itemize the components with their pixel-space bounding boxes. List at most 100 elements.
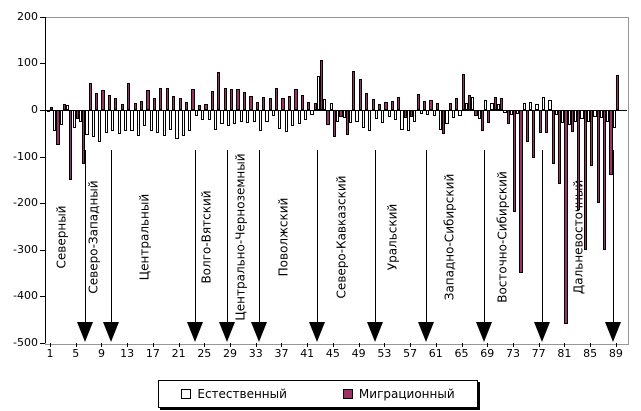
x-tick-label: 89: [608, 347, 623, 360]
region-boundary-line: [85, 150, 87, 322]
x-tick-label: 9: [97, 347, 105, 360]
bar-migration-29: [230, 89, 234, 110]
region-boundary-arrow-icon: [476, 322, 493, 342]
y-tick-label: -100: [13, 149, 38, 163]
x-tick-mark: [204, 343, 206, 347]
region-boundary-line: [484, 150, 486, 322]
x-tick-label: 21: [171, 347, 186, 360]
bar-migration-65: [461, 74, 465, 110]
bar-migration-25: [204, 103, 208, 110]
bar-natural-69: [484, 99, 488, 110]
bar-migration-26: [210, 90, 214, 110]
region-boundary-arrow-icon: [308, 322, 325, 342]
bar-migration-13: [127, 82, 131, 110]
x-tick-label: 45: [325, 347, 340, 360]
x-tick-label: 41: [300, 347, 315, 360]
bar-migration-9: [101, 90, 105, 110]
legend-marker-migration-icon: [342, 389, 353, 399]
legend-marker-natural-icon: [181, 389, 192, 399]
y-axis-line: [45, 17, 46, 343]
bar-migration-24: [197, 105, 202, 110]
x-tick-label: 61: [428, 347, 443, 360]
legend-label-natural: Естественный: [197, 387, 287, 401]
x-tick-label: 65: [454, 347, 469, 360]
region-boundary-line: [426, 150, 428, 322]
bar-natural-78: [541, 96, 546, 110]
bar-natural-71: [496, 104, 501, 110]
bar-migration-61: [435, 103, 439, 110]
bar-migration-28: [223, 88, 227, 110]
x-tick-mark: [512, 343, 514, 347]
bar-migration-41: [307, 101, 311, 110]
bar-natural-66: [464, 103, 468, 110]
bar-migration-15: [140, 100, 144, 110]
region-boundary-line: [194, 150, 196, 322]
bar-natural-79: [548, 99, 552, 110]
x-tick-label: 57: [403, 347, 418, 360]
x-tick-label: 69: [480, 347, 495, 360]
legend-item-migration: Миграционный: [342, 387, 455, 401]
bar-migration-23: [191, 89, 195, 110]
x-tick-label: 37: [274, 347, 289, 360]
bar-migration-52: [377, 103, 382, 110]
legend-label-migration: Миграционный: [358, 387, 455, 401]
legend-item-natural: Естественный: [181, 387, 287, 401]
bar-migration-3: [62, 104, 67, 110]
bar-natural-44: [323, 99, 327, 110]
x-tick-mark: [307, 343, 309, 347]
x-tick-mark: [358, 343, 360, 347]
region-boundary-line: [111, 150, 113, 322]
y-tick-label: -500: [13, 335, 38, 349]
bar-migration-33: [255, 101, 259, 110]
x-tick-label: 77: [531, 347, 546, 360]
x-tick-mark: [281, 343, 283, 347]
bar-migration-11: [114, 98, 118, 110]
x-tick-mark: [615, 343, 617, 347]
x-tick-label: 5: [72, 347, 80, 360]
x-tick-label: 29: [223, 347, 238, 360]
bar-migration-70: [493, 97, 497, 110]
bar-migration-8: [95, 92, 99, 110]
bar-migration-37: [281, 98, 285, 110]
bar-migration-12: [120, 104, 124, 110]
x-tick-mark: [487, 343, 489, 347]
bar-migration-19: [165, 87, 169, 110]
bar-natural-43: [316, 76, 321, 110]
x-tick-mark: [101, 343, 103, 347]
x-tick-mark: [75, 343, 77, 347]
bar-migration-31: [242, 91, 247, 110]
x-tick-label: 1: [46, 347, 54, 360]
bar-natural-4: [66, 105, 70, 110]
x-tick-mark: [255, 343, 257, 347]
x-tick-mark: [564, 343, 566, 347]
bar-migration-71: [500, 98, 504, 110]
x-tick-label: 73: [505, 347, 520, 360]
bar-migration-7: [88, 82, 92, 110]
bar-migration-48: [352, 70, 356, 110]
region-boundary-arrow-icon: [250, 322, 267, 342]
x-tick-mark: [332, 343, 334, 347]
region-boundary-line: [316, 150, 318, 322]
region-boundary-arrow-icon: [77, 322, 94, 342]
bar-migration-50: [365, 92, 369, 110]
bar-migration-55: [397, 96, 401, 110]
bar-migration-16: [146, 90, 150, 110]
bar-migration-20: [172, 96, 176, 110]
bar-migration-89: [615, 75, 620, 110]
bar-migration-10: [107, 95, 112, 110]
bar-natural-70: [490, 103, 494, 110]
region-boundary-arrow-icon: [533, 322, 550, 342]
bar-migration-38: [287, 96, 292, 110]
bar-migration-63: [448, 103, 452, 110]
bar-migration-66: [467, 95, 472, 110]
bar-migration-18: [159, 87, 163, 110]
bar-migration-43: [320, 60, 324, 110]
x-tick-label: 53: [377, 347, 392, 360]
y-tick-mark: [40, 156, 45, 158]
zero-axis-line: [45, 110, 627, 111]
bar-migration-21: [178, 98, 182, 110]
y-tick-mark: [40, 249, 45, 251]
x-tick-label: 17: [145, 347, 160, 360]
x-tick-mark: [590, 343, 592, 347]
